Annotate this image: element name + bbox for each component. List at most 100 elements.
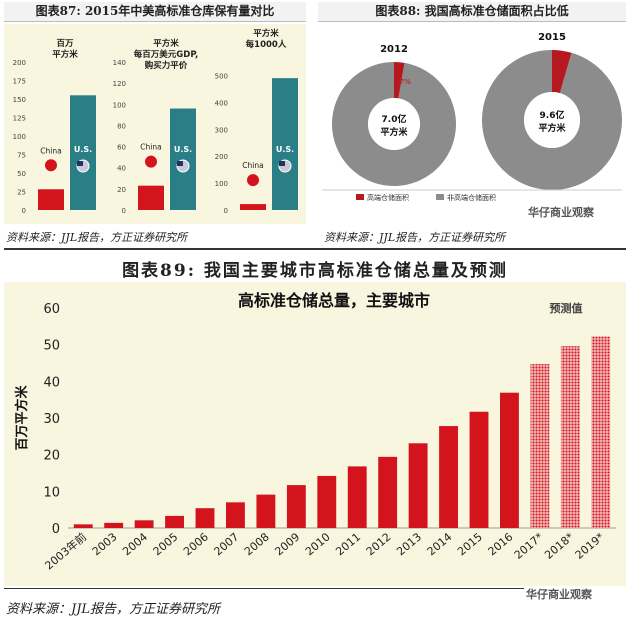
fig87-tick-label: 40 xyxy=(117,165,126,173)
fig87-tick-label: 175 xyxy=(13,78,26,86)
fig89-bar xyxy=(73,524,93,528)
fig87-us-bar xyxy=(272,78,298,211)
fig87-unit-label: 平方米 xyxy=(253,28,279,39)
fig87-unit-label: 每1000人 xyxy=(246,39,287,50)
fig87-us-bar xyxy=(70,95,96,210)
fig89-forecast-bar xyxy=(560,346,580,528)
fig89-bar xyxy=(378,456,398,528)
fig87-tick-label: 25 xyxy=(17,189,26,197)
fig88-high-slice xyxy=(394,62,405,99)
fig89-xtick-label: 2014 xyxy=(425,530,455,558)
fig89-xtick-label: 2015 xyxy=(455,530,485,558)
fig87-tick-label: 120 xyxy=(113,80,126,88)
fig87-china-label: China xyxy=(40,146,61,155)
fig89-source: 资料来源：JJL报告，方正证券研究所 xyxy=(6,602,221,617)
fig89-ylabel: 百万平方米 xyxy=(14,385,30,451)
fig87-tick-label: 100 xyxy=(113,101,126,109)
fig87-tick-label: 500 xyxy=(215,72,228,80)
fig88-source: 资料来源：JJL报告，方正证券研究所 xyxy=(324,231,506,244)
us-flag-canton-icon xyxy=(177,161,183,166)
fig89-xtick-label: 2003 xyxy=(90,530,120,558)
fig88-center-label: 平方米 xyxy=(380,126,408,138)
fig87-tick-label: 0 xyxy=(224,207,228,215)
fig89-ytick-label: 0 xyxy=(52,522,60,537)
us-flag-canton-icon xyxy=(279,161,285,166)
fig89-bar xyxy=(469,411,489,528)
fig87-china-bar xyxy=(38,189,64,210)
fig89-bar xyxy=(165,515,184,528)
fig87-tick-label: 125 xyxy=(13,115,26,123)
fig89-ytick-label: 20 xyxy=(43,449,60,464)
fig89-chart-title: 高标准仓储总量，主要城市 xyxy=(238,291,430,310)
china-flag-icon xyxy=(145,155,157,168)
fig89-ytick-label: 30 xyxy=(43,412,60,427)
bottom-divider xyxy=(4,588,524,589)
fig88-donut-hole xyxy=(524,92,580,148)
fig89-bar xyxy=(408,443,428,528)
fig87-tick-label: 200 xyxy=(215,153,228,161)
fig88-donut-hole xyxy=(368,98,420,150)
fig87-tick-label: 0 xyxy=(122,207,126,215)
fig87-tick-label: 20 xyxy=(117,186,126,194)
fig88-high-slice xyxy=(552,50,572,94)
fig88-center-label: 9.6亿 xyxy=(540,109,565,121)
fig87-tick-label: 100 xyxy=(13,133,26,141)
fig89-xtick-label: 2005 xyxy=(151,530,181,558)
us-flag-canton-icon xyxy=(77,161,83,166)
fig88-legend-label: 高端仓储面积 xyxy=(367,193,409,202)
fig89-ytick-label: 40 xyxy=(43,375,60,390)
watermark-top: 华仔商业观察 xyxy=(528,206,594,219)
fig87-china-label: China xyxy=(140,143,161,152)
fig87-tick-label: 60 xyxy=(117,144,126,152)
fig89-bar xyxy=(104,522,124,528)
fig87-china-bar xyxy=(240,204,266,210)
fig89-xtick-label: 2019* xyxy=(573,530,607,562)
fig89-xtick-label: 2008 xyxy=(242,530,272,558)
china-flag-icon xyxy=(45,159,57,172)
fig89-xtick-label: 2011 xyxy=(333,530,363,558)
fig89-bar xyxy=(226,502,245,528)
fig87-unit-label: 每百万美元GDP, xyxy=(134,49,198,60)
fig89-xtick-label: 2003年前 xyxy=(42,530,89,573)
fig87-us-label: U.S. xyxy=(276,145,294,154)
fig88-low-slice xyxy=(482,50,622,190)
fig89-bar xyxy=(317,475,337,528)
fig89-xtick-label: 2013 xyxy=(394,530,424,558)
fig89-xtick-label: 2012 xyxy=(364,530,394,558)
fig87-title: 图表87: 2015年中美高标准仓库保有量对比 xyxy=(4,2,306,22)
fig87-us-label: U.S. xyxy=(174,145,192,154)
fig87-us-label: U.S. xyxy=(74,145,92,154)
fig87-source: 资料来源：JJL报告，方正证券研究所 xyxy=(6,231,188,244)
fig89-forecast-bar xyxy=(591,336,611,528)
fig89-bar xyxy=(500,392,519,528)
fig89-bar xyxy=(286,485,306,528)
fig87-tick-label: 50 xyxy=(17,170,26,178)
fig89-forecast-bar xyxy=(530,364,550,528)
fig87-tick-label: 100 xyxy=(215,180,228,188)
fig89-bar xyxy=(134,520,154,528)
fig87-tick-label: 75 xyxy=(17,152,26,160)
fig87-us-bar xyxy=(170,108,196,210)
fig89-bar xyxy=(256,494,276,528)
watermark-bottom: 华仔商业观察 xyxy=(526,588,592,601)
fig89-panel: 高标准仓储总量，主要城市 预测值 百万平方米 0 10 20 30 40 50 60 2003年前 2… xyxy=(4,282,626,586)
fig89-title: 图表89: 我国主要城市高标准仓储总量及预测 xyxy=(122,261,508,281)
fig87-unit-label: 平方米 xyxy=(52,49,78,60)
fig87-tick-label: 150 xyxy=(13,96,26,104)
fig87-tick-label: 400 xyxy=(215,99,228,107)
fig87-tick-label: 80 xyxy=(117,122,126,130)
fig89-xtick-label: 2010 xyxy=(303,530,333,558)
fig88-low-slice xyxy=(332,62,456,186)
fig89-forecast-label: 预测值 xyxy=(550,301,583,315)
fig89-xtick-label: 2006 xyxy=(181,530,211,558)
fig88-legend-swatch xyxy=(356,194,364,200)
fig88-year-label: 2012 xyxy=(380,44,408,55)
fig89-xtick-label: 2009 xyxy=(272,530,302,558)
fig89-xtick-label: 2017* xyxy=(512,530,546,562)
fig88-year-label: 2015 xyxy=(538,32,566,43)
fig89-xtick-label: 2004 xyxy=(120,530,150,558)
fig87-china-label: China xyxy=(242,161,263,170)
